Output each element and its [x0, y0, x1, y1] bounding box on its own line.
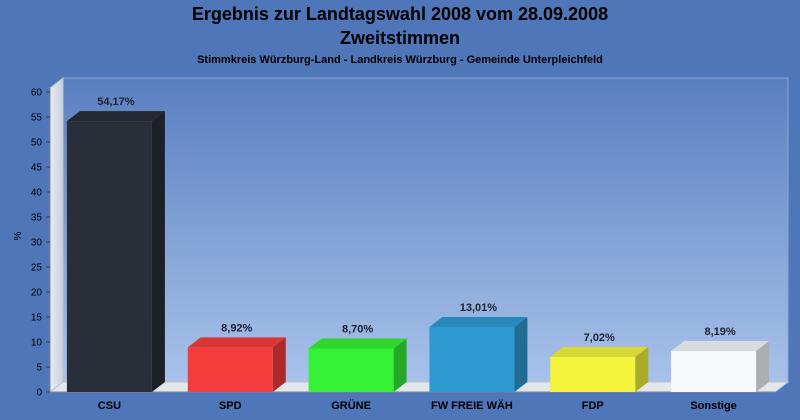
- bar-sonstige: [671, 351, 757, 392]
- bar-top: [308, 338, 407, 349]
- bar-spd: [187, 347, 273, 392]
- y-tick-label: 50: [31, 138, 43, 149]
- y-tick-label: 40: [31, 188, 43, 199]
- x-tick-label: CSU: [98, 400, 121, 412]
- bar-side: [514, 316, 528, 392]
- x-tick-label: FDP: [582, 400, 604, 412]
- bar-top: [550, 346, 649, 357]
- bar-side: [393, 338, 407, 392]
- y-tick-label: 55: [31, 113, 43, 124]
- bar-csu: [66, 121, 152, 393]
- chart-back-wall: [62, 77, 789, 383]
- bar-fw-freie-wäh: [429, 326, 515, 392]
- chart-side-wall: [49, 76, 64, 394]
- bar-top: [429, 316, 528, 327]
- y-tick-label: 5: [36, 363, 42, 374]
- y-tick-label: 30: [31, 238, 43, 249]
- y-tick-label: 10: [31, 338, 43, 349]
- x-tick-label: SPD: [219, 400, 242, 412]
- bar-fdp: [550, 356, 636, 392]
- bar-top: [671, 341, 770, 352]
- y-tick-label: 0: [36, 388, 42, 399]
- x-tick-label: GRÜNE: [331, 399, 371, 412]
- bar-side: [151, 111, 165, 393]
- bar-grüne: [308, 348, 394, 392]
- y-tick-label: 45: [31, 163, 43, 174]
- y-tick-label: 25: [31, 263, 43, 274]
- bar-side: [635, 346, 649, 392]
- bar-value-label: 8,92%: [221, 322, 252, 334]
- bar-value-label: 54,17%: [97, 96, 135, 108]
- y-tick-label: 35: [31, 213, 43, 224]
- y-axis-label: %: [13, 231, 24, 240]
- bar-value-label: 13,01%: [460, 302, 498, 314]
- y-tick-label: 20: [31, 288, 43, 299]
- chart-subtitle: Zweitstimmen: [339, 28, 461, 48]
- bar-side: [756, 341, 770, 392]
- chart-region-caption: Stimmkreis Würzburg-Land - Landkreis Wür…: [197, 54, 603, 66]
- chart-title: Ergebnis zur Landtagswahl 2008 vom 28.09…: [191, 4, 609, 24]
- y-tick-label: 15: [31, 313, 43, 324]
- bar-value-label: 8,19%: [704, 326, 735, 338]
- y-tick-label: 60: [31, 88, 43, 99]
- bar-side: [272, 337, 286, 392]
- bar-value-label: 7,02%: [584, 332, 615, 344]
- x-tick-label: Sonstige: [690, 400, 736, 412]
- bar-value-label: 8,70%: [342, 324, 373, 336]
- x-tick-label: FW FREIE WÄH: [431, 399, 513, 412]
- bar-top: [187, 337, 286, 348]
- bar-top: [66, 111, 165, 122]
